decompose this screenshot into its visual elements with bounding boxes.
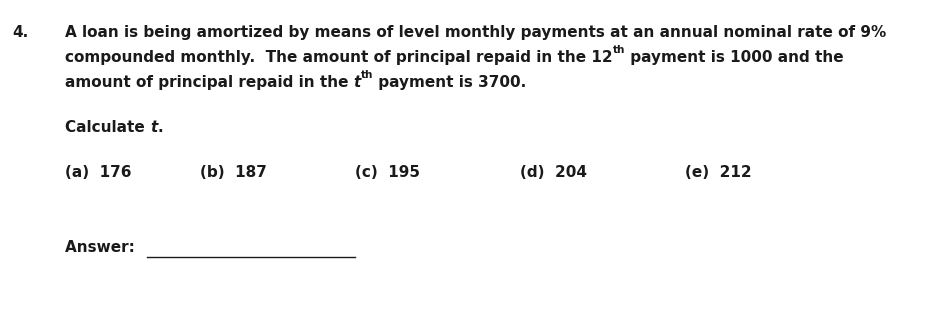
Text: (a)  176: (a) 176 bbox=[65, 165, 132, 180]
Text: amount of principal repaid in the: amount of principal repaid in the bbox=[65, 75, 354, 90]
Text: .: . bbox=[158, 120, 163, 135]
Text: 4.: 4. bbox=[12, 25, 28, 40]
Text: (c)  195: (c) 195 bbox=[355, 165, 420, 180]
Text: t: t bbox=[150, 120, 158, 135]
Text: payment is 3700.: payment is 3700. bbox=[374, 75, 527, 90]
Text: compounded monthly.  The amount of principal repaid in the 12: compounded monthly. The amount of princi… bbox=[65, 50, 613, 65]
Text: t: t bbox=[354, 75, 361, 90]
Text: th: th bbox=[362, 70, 374, 80]
Text: A loan is being amortized by means of level monthly payments at an annual nomina: A loan is being amortized by means of le… bbox=[65, 25, 886, 40]
Text: th: th bbox=[613, 45, 625, 55]
Text: Calculate: Calculate bbox=[65, 120, 150, 135]
Text: (d)  204: (d) 204 bbox=[520, 165, 587, 180]
Text: (e)  212: (e) 212 bbox=[685, 165, 752, 180]
Text: (b)  187: (b) 187 bbox=[200, 165, 267, 180]
Text: payment is 1000 and the: payment is 1000 and the bbox=[625, 50, 844, 65]
Text: Answer:: Answer: bbox=[65, 240, 140, 255]
